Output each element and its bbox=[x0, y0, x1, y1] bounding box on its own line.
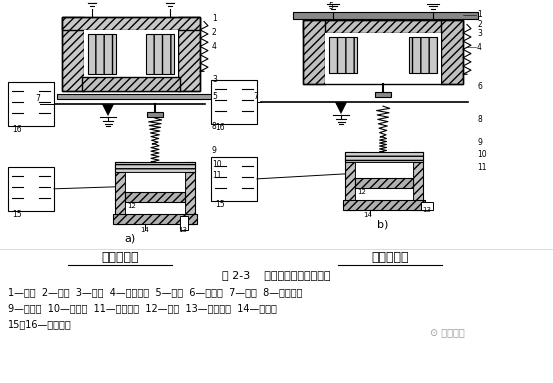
Polygon shape bbox=[102, 104, 114, 116]
Bar bbox=[185, 162, 195, 224]
Text: 8: 8 bbox=[477, 115, 482, 124]
Bar bbox=[343, 200, 425, 210]
Text: 9—弱弹簧  10—橡皮膜  11—空气室壁  12—活塞  13—调节螺杆  14—进气孔: 9—弱弹簧 10—橡皮膜 11—空气室壁 12—活塞 13—调节螺杆 14—进气… bbox=[8, 303, 277, 313]
Bar bbox=[62, 16, 200, 31]
Text: 1: 1 bbox=[477, 10, 482, 19]
Text: 14: 14 bbox=[363, 212, 372, 218]
Text: 16: 16 bbox=[12, 125, 22, 134]
Bar bbox=[211, 80, 257, 124]
Text: 11: 11 bbox=[477, 163, 487, 172]
Text: a): a) bbox=[124, 234, 135, 244]
Bar bbox=[146, 34, 174, 74]
Text: 7: 7 bbox=[35, 94, 40, 103]
Bar bbox=[375, 92, 391, 97]
Bar bbox=[329, 38, 357, 73]
Text: 15: 15 bbox=[215, 200, 225, 209]
Text: 4: 4 bbox=[477, 43, 482, 52]
Bar bbox=[57, 94, 220, 99]
Bar bbox=[178, 16, 200, 91]
Bar bbox=[303, 20, 463, 84]
Text: 3: 3 bbox=[212, 75, 217, 84]
Bar bbox=[355, 162, 413, 200]
Text: 13: 13 bbox=[179, 227, 187, 232]
Bar bbox=[84, 31, 178, 91]
Text: 10: 10 bbox=[212, 160, 222, 169]
Text: 13: 13 bbox=[422, 207, 431, 213]
Text: 5: 5 bbox=[212, 92, 217, 101]
Text: 3: 3 bbox=[477, 29, 482, 38]
Bar bbox=[82, 77, 180, 91]
Text: 6: 6 bbox=[477, 82, 482, 91]
Bar bbox=[345, 152, 423, 162]
Bar bbox=[293, 11, 478, 18]
Bar bbox=[211, 157, 257, 201]
Bar bbox=[147, 112, 163, 117]
Bar bbox=[113, 214, 197, 224]
Bar bbox=[303, 20, 463, 33]
Bar bbox=[180, 216, 188, 230]
Text: 2: 2 bbox=[212, 28, 217, 37]
Text: 15: 15 bbox=[12, 210, 22, 219]
Text: b): b) bbox=[377, 220, 389, 230]
Text: 5: 5 bbox=[328, 2, 333, 11]
Bar bbox=[88, 34, 116, 74]
Text: 12: 12 bbox=[357, 189, 366, 195]
Bar bbox=[115, 162, 195, 172]
Text: 8: 8 bbox=[212, 122, 217, 131]
Text: 15、16—微动开关: 15、16—微动开关 bbox=[8, 319, 72, 329]
Text: 14: 14 bbox=[140, 227, 149, 232]
Bar bbox=[115, 162, 125, 224]
Text: 12: 12 bbox=[127, 203, 136, 209]
Text: 16: 16 bbox=[215, 123, 225, 132]
Text: 1—线圈  2—铁心  3—衔铁  4—反力弹簧  5—推板  6—活塞杆  7—杠杆  8—塔形弹簧: 1—线圈 2—铁心 3—衔铁 4—反力弹簧 5—推板 6—活塞杆 7—杠杆 8—… bbox=[8, 287, 302, 297]
Polygon shape bbox=[335, 102, 347, 114]
Bar bbox=[345, 152, 355, 210]
Bar bbox=[8, 167, 54, 211]
Text: 1: 1 bbox=[212, 14, 217, 23]
Text: 4: 4 bbox=[212, 42, 217, 51]
Text: 7: 7 bbox=[253, 92, 258, 101]
Text: 9: 9 bbox=[477, 137, 482, 147]
Bar bbox=[303, 20, 325, 84]
Bar bbox=[62, 16, 200, 91]
Text: 10: 10 bbox=[477, 150, 487, 159]
Bar bbox=[409, 38, 437, 73]
Bar bbox=[125, 172, 185, 214]
Text: 通电延时型: 通电延时型 bbox=[101, 250, 139, 264]
Text: 11: 11 bbox=[212, 171, 222, 180]
Text: 断电延时型: 断电延时型 bbox=[371, 250, 409, 264]
Bar bbox=[8, 82, 54, 126]
Bar bbox=[325, 33, 441, 84]
Text: 2: 2 bbox=[477, 20, 482, 29]
Bar bbox=[441, 20, 463, 84]
Text: 9: 9 bbox=[212, 146, 217, 155]
Bar bbox=[62, 16, 84, 91]
Text: 图 2-3    空气阻尼式时间继电器: 图 2-3 空气阻尼式时间继电器 bbox=[222, 270, 330, 280]
Bar bbox=[413, 152, 423, 210]
Bar bbox=[355, 178, 413, 188]
Bar bbox=[125, 192, 185, 202]
Text: ⊙ 电工之家: ⊙ 电工之家 bbox=[430, 327, 465, 337]
Bar bbox=[421, 202, 433, 210]
